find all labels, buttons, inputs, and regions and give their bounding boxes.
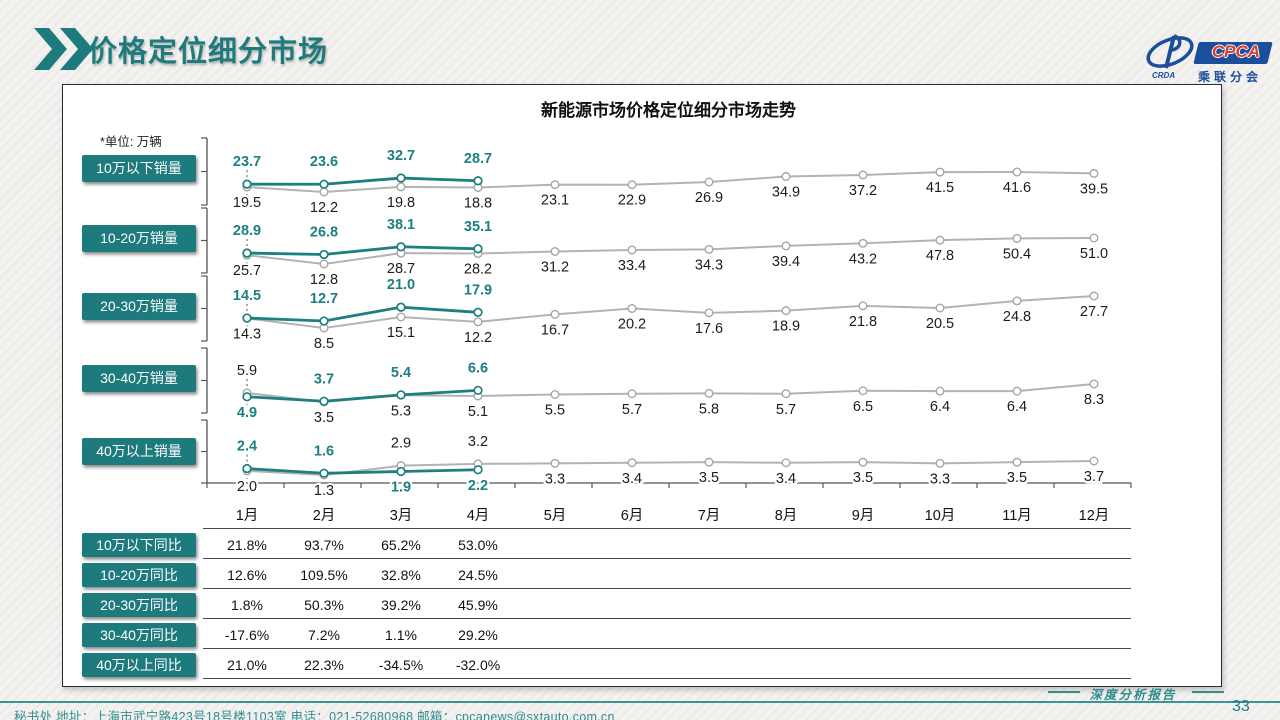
yoy-row-label: 20-30万同比: [82, 593, 196, 617]
yoy-value: -34.5%: [378, 657, 424, 673]
table-divider: [203, 618, 1131, 619]
unit-note: *单位: 万辆: [100, 135, 162, 149]
report-divider-left: [1048, 691, 1080, 693]
yoy-value: 21.8%: [227, 537, 267, 553]
yoy-row-label: 40万以上同比: [82, 653, 196, 677]
chart-row-label: 10-20万销量: [82, 225, 196, 252]
svg-text:CRDA: CRDA: [1152, 71, 1175, 80]
chart-row-label: 20-30万销量: [82, 293, 196, 320]
yoy-value: 32.8%: [381, 567, 421, 583]
table-divider: [203, 678, 1131, 679]
table-divider: [203, 648, 1131, 649]
yoy-value: 65.2%: [381, 537, 421, 553]
yoy-value: 22.3%: [304, 657, 344, 673]
yoy-value: -32.0%: [455, 657, 501, 673]
table-divider: [203, 528, 1131, 529]
yoy-value: 93.7%: [304, 537, 344, 553]
footer-contact: 秘书处 地址：上海市武宁路423号18号楼1103室 电话：021-526809…: [14, 710, 615, 720]
report-label: 深度分析报告: [1089, 688, 1177, 702]
logo-cpca-text: CPCA: [1211, 42, 1261, 61]
double-chevron-icon: [34, 28, 93, 70]
yoy-value: -17.6%: [224, 627, 270, 643]
page-title: 价格定位细分市场: [88, 36, 329, 68]
table-divider: [203, 558, 1131, 559]
yoy-row-label: 10万以下同比: [82, 533, 196, 557]
yoy-value: 45.9%: [458, 597, 498, 613]
page-number: 33: [1232, 698, 1250, 715]
chart-row-label: 10万以下销量: [82, 155, 196, 182]
table-divider: [203, 588, 1131, 589]
yoy-value: 24.5%: [458, 567, 498, 583]
report-divider-right: [1192, 691, 1224, 693]
footer-divider: [0, 701, 1280, 703]
yoy-value: 53.0%: [458, 537, 498, 553]
yoy-value: 29.2%: [458, 627, 498, 643]
yoy-value: 1.8%: [231, 597, 263, 613]
yoy-row-label: 30-40万同比: [82, 623, 196, 647]
chart-title: 新能源市场价格定位细分市场走势: [541, 101, 796, 120]
yoy-value: 1.1%: [385, 627, 417, 643]
yoy-value: 50.3%: [304, 597, 344, 613]
logo-swoosh-icon: CRDA: [1146, 34, 1194, 80]
chart-row-label: 40万以上销量: [82, 438, 196, 465]
yoy-value: 21.0%: [227, 657, 267, 673]
logo-subtitle: 乘联分会: [1198, 70, 1263, 84]
yoy-row-label: 10-20万同比: [82, 563, 196, 587]
yoy-value: 39.2%: [381, 597, 421, 613]
yoy-value: 7.2%: [308, 627, 340, 643]
yoy-value: 12.6%: [227, 567, 267, 583]
chart-row-label: 30-40万销量: [82, 365, 196, 392]
yoy-value: 109.5%: [300, 567, 348, 583]
